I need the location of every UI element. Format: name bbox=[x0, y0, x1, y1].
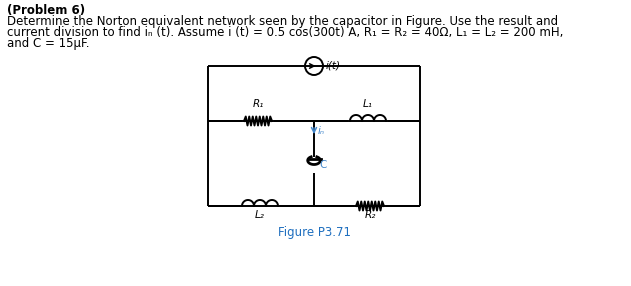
Text: R₁: R₁ bbox=[252, 99, 264, 109]
Text: (Problem 6): (Problem 6) bbox=[7, 4, 85, 17]
Text: L₁: L₁ bbox=[363, 99, 373, 109]
Text: C: C bbox=[319, 160, 326, 170]
Text: and C = 15μF.: and C = 15μF. bbox=[7, 37, 90, 50]
Text: R₂: R₂ bbox=[364, 210, 375, 220]
Text: Determine the Norton equivalent network seen by the capacitor in Figure. Use the: Determine the Norton equivalent network … bbox=[7, 15, 558, 28]
Text: i(t): i(t) bbox=[326, 60, 341, 70]
Text: current division to find iₙ (t). Assume i (t) = 0.5 cos(300t) A, R₁ = R₂ = 40Ω, : current division to find iₙ (t). Assume … bbox=[7, 26, 563, 39]
Text: iₙ: iₙ bbox=[318, 126, 325, 136]
Text: Figure P3.71: Figure P3.71 bbox=[278, 226, 350, 239]
Text: L₂: L₂ bbox=[255, 210, 265, 220]
